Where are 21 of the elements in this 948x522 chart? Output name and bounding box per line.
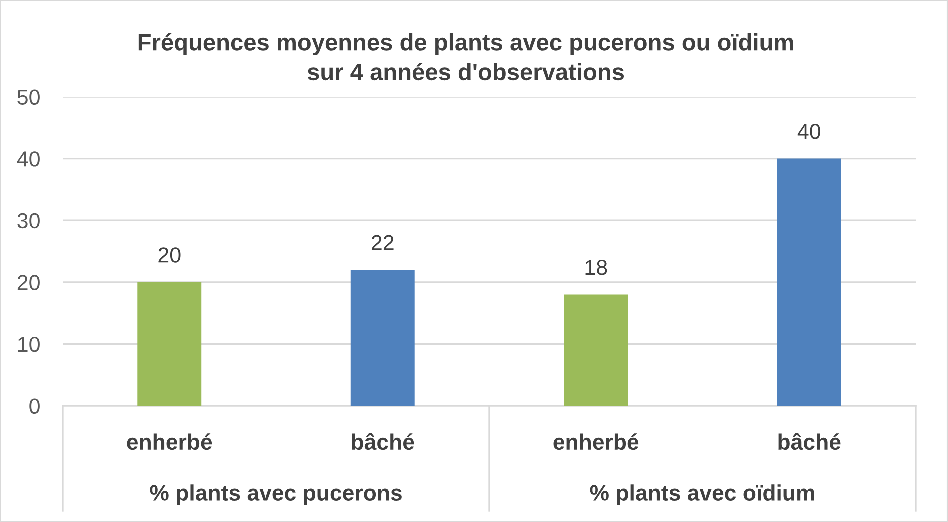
y-tick-label: 10 <box>18 336 40 352</box>
x-tick-label: bâché <box>352 433 414 450</box>
x-tick-label: enherbé <box>554 434 639 450</box>
y-tick-label: 0 <box>30 398 40 414</box>
text: % plants avec oïdium <box>590 484 814 506</box>
data-label: 18 <box>586 260 608 276</box>
bar <box>777 158 842 406</box>
data-label: 20 <box>158 248 181 263</box>
text: % plants avec pucerons <box>150 484 402 506</box>
data-label: 40 <box>798 124 821 140</box>
y-tick-label: 20 <box>18 275 40 290</box>
chart-title: Fréquences moyennes de plants avec pucerons ou oïdium sur 4 années d'observations <box>138 33 794 81</box>
x-tick-label: enherbé <box>127 434 212 450</box>
bar <box>350 270 415 406</box>
y-tick-label: 30 <box>18 213 40 229</box>
bar <box>138 282 202 406</box>
x-tick-label: bâché <box>778 433 841 450</box>
bar <box>564 294 628 406</box>
y-tick-label: 50 <box>18 90 40 106</box>
y-tick-label: 40 <box>17 152 40 167</box>
data-label: 22 <box>372 235 394 250</box>
